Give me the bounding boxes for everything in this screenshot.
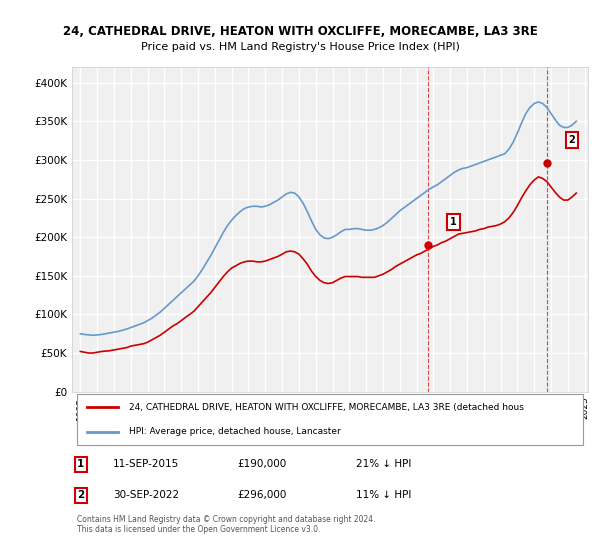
Text: £190,000: £190,000 bbox=[237, 459, 286, 469]
Text: 21% ↓ HPI: 21% ↓ HPI bbox=[356, 459, 411, 469]
Text: 24, CATHEDRAL DRIVE, HEATON WITH OXCLIFFE, MORECAMBE, LA3 3RE: 24, CATHEDRAL DRIVE, HEATON WITH OXCLIFF… bbox=[62, 25, 538, 38]
Text: HPI: Average price, detached house, Lancaster: HPI: Average price, detached house, Lanc… bbox=[129, 427, 341, 436]
Text: 11-SEP-2015: 11-SEP-2015 bbox=[113, 459, 179, 469]
Text: 24, CATHEDRAL DRIVE, HEATON WITH OXCLIFFE, MORECAMBE, LA3 3RE (detached hous: 24, CATHEDRAL DRIVE, HEATON WITH OXCLIFF… bbox=[129, 403, 524, 412]
Text: 1: 1 bbox=[77, 459, 85, 469]
Text: 2: 2 bbox=[569, 135, 575, 145]
Text: £296,000: £296,000 bbox=[237, 490, 286, 500]
Text: 1: 1 bbox=[450, 217, 457, 227]
Text: 30-SEP-2022: 30-SEP-2022 bbox=[113, 490, 179, 500]
Text: 11% ↓ HPI: 11% ↓ HPI bbox=[356, 490, 411, 500]
FancyBboxPatch shape bbox=[77, 394, 583, 445]
Text: 2: 2 bbox=[77, 490, 85, 500]
Text: Price paid vs. HM Land Registry's House Price Index (HPI): Price paid vs. HM Land Registry's House … bbox=[140, 42, 460, 52]
Text: Contains HM Land Registry data © Crown copyright and database right 2024.
This d: Contains HM Land Registry data © Crown c… bbox=[77, 515, 376, 534]
